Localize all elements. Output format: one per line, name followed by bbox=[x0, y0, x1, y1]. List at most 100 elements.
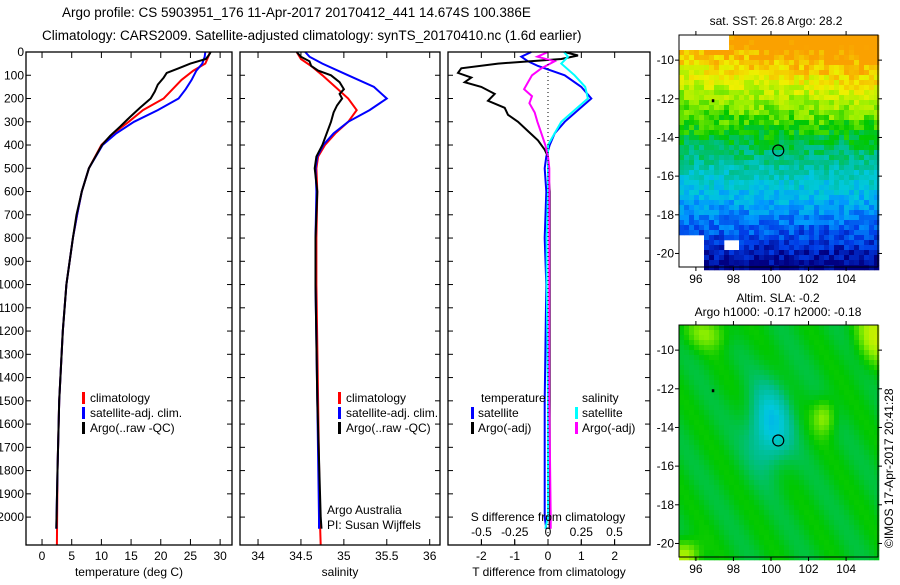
map-cell bbox=[784, 475, 790, 481]
map-cell bbox=[739, 550, 745, 556]
map-cell bbox=[849, 480, 855, 486]
map-cell bbox=[764, 395, 770, 401]
map-cell bbox=[814, 340, 820, 346]
map-cell bbox=[699, 350, 705, 356]
map-cell bbox=[689, 345, 695, 351]
map-cell bbox=[799, 455, 805, 461]
map-cell bbox=[849, 220, 855, 226]
map-cell bbox=[834, 480, 840, 486]
map-cell bbox=[774, 70, 780, 76]
map-cell bbox=[809, 50, 815, 56]
map-cell bbox=[764, 80, 770, 86]
map-cell bbox=[779, 510, 785, 516]
map-cell bbox=[839, 370, 845, 376]
map-cell bbox=[679, 110, 685, 116]
map-cell bbox=[809, 390, 815, 396]
map-cell bbox=[839, 420, 845, 426]
map-cell bbox=[809, 415, 815, 421]
map-cell bbox=[784, 415, 790, 421]
map-cell bbox=[854, 430, 860, 436]
map-cells bbox=[679, 325, 880, 561]
map-cell bbox=[779, 115, 785, 121]
map-cell bbox=[784, 110, 790, 116]
map-cell bbox=[814, 435, 820, 441]
map-cell bbox=[829, 550, 835, 556]
map-cell bbox=[804, 135, 810, 141]
map-cell bbox=[809, 410, 815, 416]
map-cell bbox=[684, 425, 690, 431]
map-cell bbox=[794, 435, 800, 441]
map-cell bbox=[704, 160, 710, 166]
map-cell bbox=[749, 130, 755, 136]
map-cell bbox=[804, 440, 810, 446]
map-cell bbox=[724, 205, 730, 211]
map-cell bbox=[844, 370, 850, 376]
map-cell bbox=[844, 255, 850, 261]
map-cell bbox=[794, 405, 800, 411]
map-cell bbox=[814, 210, 820, 216]
map-cell bbox=[734, 170, 740, 176]
map-cell bbox=[799, 135, 805, 141]
map-cell bbox=[704, 490, 710, 496]
lat-tick-label: -18 bbox=[657, 208, 675, 222]
legend-swatch bbox=[471, 422, 474, 434]
map-cell bbox=[854, 525, 860, 531]
map-cell bbox=[714, 165, 720, 171]
map-cell bbox=[799, 210, 805, 216]
map-cell bbox=[749, 90, 755, 96]
map-cell bbox=[859, 230, 865, 236]
map-cell bbox=[874, 95, 880, 101]
map-cell bbox=[804, 40, 810, 46]
map-cell bbox=[734, 415, 740, 421]
map-cell bbox=[759, 265, 765, 271]
map-cell bbox=[834, 160, 840, 166]
map-cell bbox=[849, 60, 855, 66]
map-cell bbox=[754, 220, 760, 226]
map-cell bbox=[749, 115, 755, 121]
map-cell bbox=[779, 390, 785, 396]
map-cell bbox=[809, 505, 815, 511]
map-cell bbox=[829, 50, 835, 56]
sla-map-title: Altim. SLA: -0.2 bbox=[736, 291, 820, 305]
map-cell bbox=[734, 410, 740, 416]
map-cell bbox=[784, 335, 790, 341]
map-cell bbox=[799, 95, 805, 101]
map-cell bbox=[714, 340, 720, 346]
map-cell bbox=[729, 260, 735, 266]
map-cell bbox=[854, 545, 860, 551]
map-cell bbox=[794, 500, 800, 506]
map-cell bbox=[774, 90, 780, 96]
map-cell bbox=[734, 365, 740, 371]
map-cell bbox=[864, 40, 870, 46]
map-cell bbox=[854, 105, 860, 111]
map-cell bbox=[834, 140, 840, 146]
map-cell bbox=[864, 390, 870, 396]
map-cell bbox=[774, 480, 780, 486]
map-cell bbox=[844, 110, 850, 116]
map-cell bbox=[744, 540, 750, 546]
map-cell bbox=[739, 520, 745, 526]
map-cell bbox=[754, 170, 760, 176]
map-cell bbox=[769, 475, 775, 481]
map-cell bbox=[869, 445, 875, 451]
map-cell bbox=[699, 175, 705, 181]
map-cell bbox=[784, 430, 790, 436]
map-cell bbox=[779, 555, 785, 561]
map-cell bbox=[694, 365, 700, 371]
map-cell bbox=[719, 410, 725, 416]
map-cell bbox=[729, 195, 735, 201]
map-cell bbox=[854, 455, 860, 461]
map-cell bbox=[754, 190, 760, 196]
map-cell bbox=[729, 460, 735, 466]
map-cell bbox=[829, 355, 835, 361]
map-cell bbox=[684, 545, 690, 551]
depth-tick-label: 100 bbox=[4, 68, 24, 82]
map-cell bbox=[844, 425, 850, 431]
map-cell bbox=[824, 60, 830, 66]
map-cell bbox=[784, 240, 790, 246]
map-cell bbox=[774, 455, 780, 461]
map-cell bbox=[799, 115, 805, 121]
map-cell bbox=[869, 335, 875, 341]
map-cell bbox=[839, 380, 845, 386]
map-cell bbox=[829, 540, 835, 546]
